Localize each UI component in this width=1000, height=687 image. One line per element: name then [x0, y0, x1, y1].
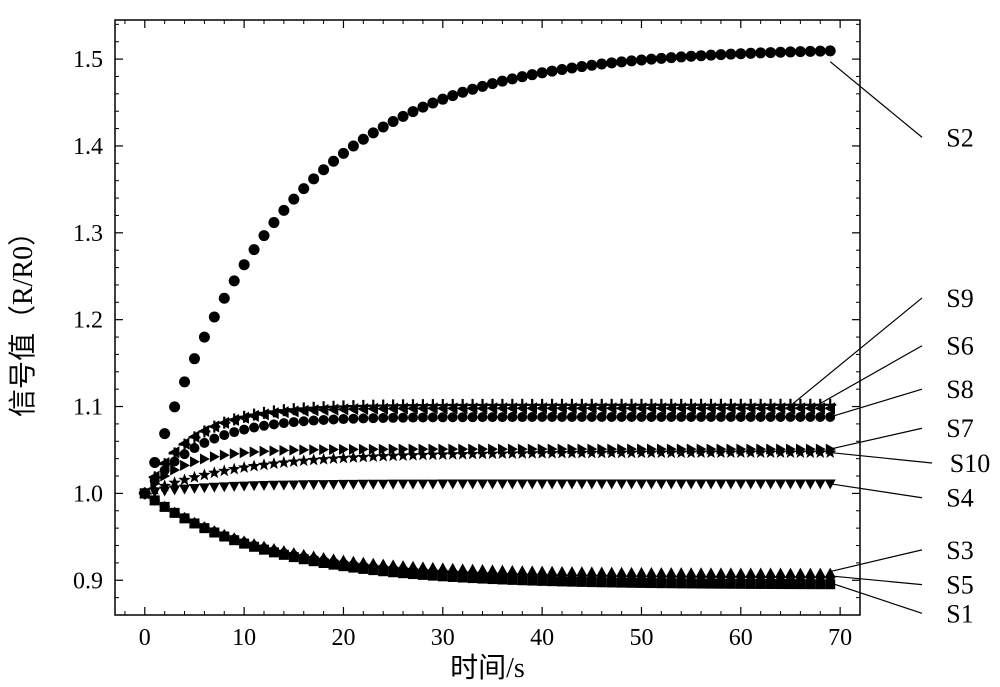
series-label-S7: S7	[946, 414, 973, 443]
x-tick-label: 50	[629, 625, 653, 651]
y-tick-label: 0.9	[73, 568, 103, 594]
series-label-S6: S6	[946, 332, 973, 361]
y-axis-title: 信号值（R/R0）	[7, 218, 39, 417]
series-label-S5: S5	[946, 571, 973, 600]
y-tick-label: 1.5	[73, 47, 103, 73]
series-label-S10: S10	[950, 449, 990, 478]
x-tick-label: 20	[331, 625, 355, 651]
series-label-S2: S2	[946, 123, 973, 152]
series-label-S3: S3	[946, 536, 973, 565]
series-label-S1: S1	[946, 599, 973, 628]
x-tick-label: 30	[431, 625, 455, 651]
signal-chart: 0 10 20 30 40 50 60 70 0.9 1.0 1.1 1.2 1.3 1.4 1.5 时间/s…	[0, 0, 1000, 687]
x-tick-label: 60	[729, 625, 753, 651]
y-tick-label: 1.2	[73, 308, 103, 334]
y-tick-label: 1.0	[73, 481, 103, 507]
y-tick-label: 1.3	[73, 221, 103, 247]
x-tick-label: 10	[232, 625, 256, 651]
x-tick-label: 0	[139, 625, 151, 651]
x-tick-label: 40	[530, 625, 554, 651]
series-label-S4: S4	[946, 484, 973, 513]
series-label-S8: S8	[946, 375, 973, 404]
x-tick-label: 70	[828, 625, 852, 651]
y-tick-label: 1.1	[73, 395, 103, 421]
y-tick-label: 1.4	[73, 134, 103, 160]
x-axis-title: 时间/s	[450, 652, 525, 684]
series-label-S9: S9	[946, 284, 973, 313]
